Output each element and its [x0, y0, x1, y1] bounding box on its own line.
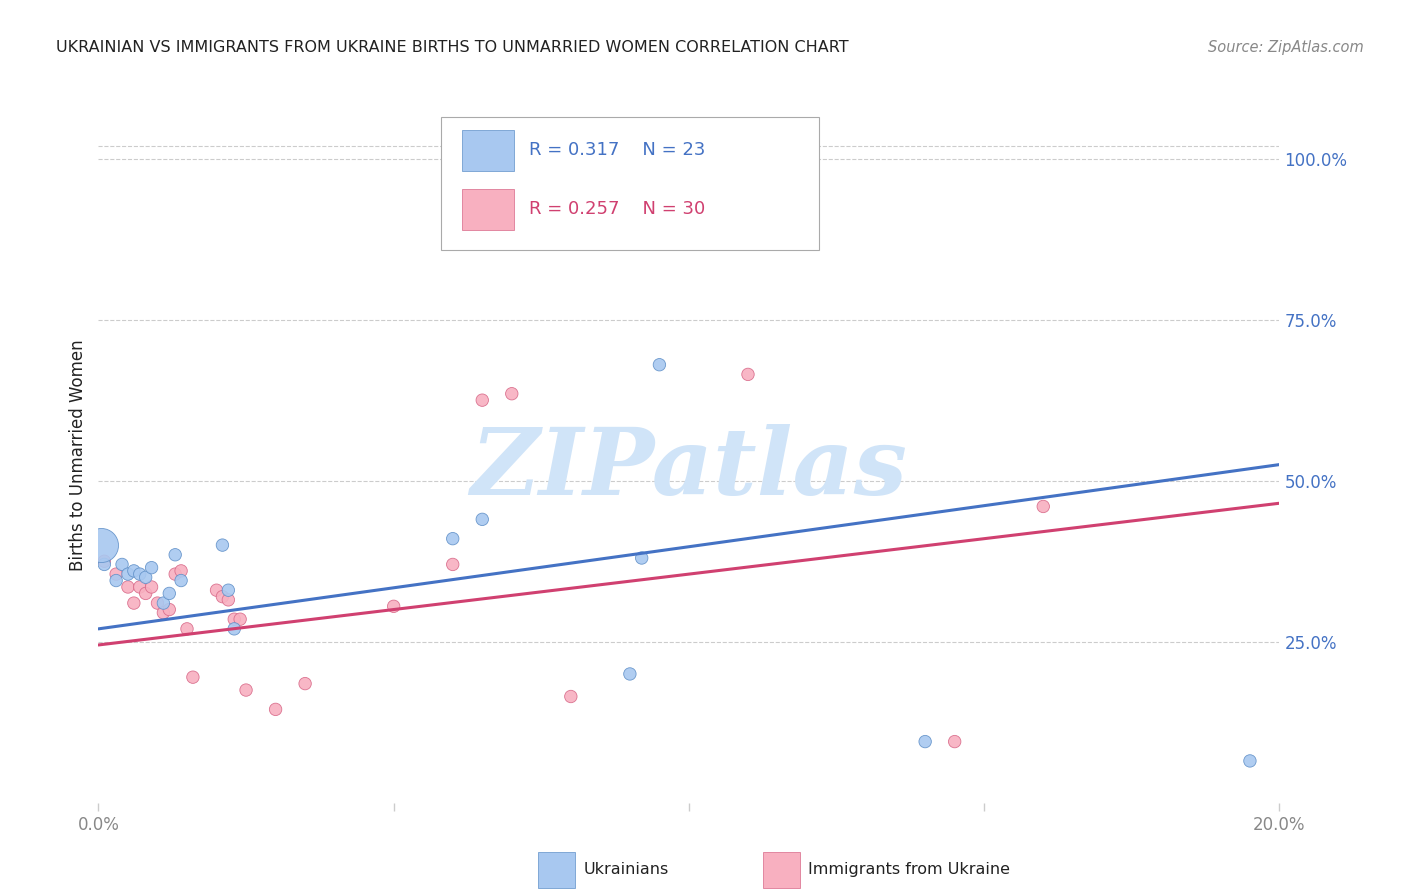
Point: [471, 512, 494, 526]
Point: [224, 612, 246, 626]
Point: [737, 368, 759, 382]
Point: [128, 567, 150, 582]
Point: [294, 676, 316, 690]
Point: [157, 586, 180, 600]
Point: [181, 670, 204, 684]
Point: [90, 538, 112, 552]
Text: Ukrainians: Ukrainians: [583, 863, 669, 877]
Point: [1032, 500, 1054, 514]
Point: [382, 599, 405, 614]
Point: [229, 612, 252, 626]
Point: [914, 734, 936, 748]
Point: [176, 622, 198, 636]
Point: [211, 590, 233, 604]
Point: [441, 558, 464, 572]
Text: Immigrants from Ukraine: Immigrants from Ukraine: [808, 863, 1011, 877]
Point: [211, 538, 233, 552]
Point: [105, 574, 128, 588]
Point: [165, 567, 187, 582]
Point: [152, 596, 174, 610]
Text: Source: ZipAtlas.com: Source: ZipAtlas.com: [1208, 40, 1364, 55]
Point: [93, 558, 115, 572]
Text: UKRAINIAN VS IMMIGRANTS FROM UKRAINE BIRTHS TO UNMARRIED WOMEN CORRELATION CHART: UKRAINIAN VS IMMIGRANTS FROM UKRAINE BIR…: [56, 40, 849, 55]
Point: [501, 386, 523, 401]
Point: [165, 548, 187, 562]
Point: [141, 560, 163, 574]
Point: [93, 554, 115, 568]
Point: [235, 683, 257, 698]
Point: [122, 564, 145, 578]
FancyBboxPatch shape: [463, 130, 515, 171]
Point: [122, 596, 145, 610]
Text: R = 0.257    N = 30: R = 0.257 N = 30: [530, 201, 706, 219]
FancyBboxPatch shape: [463, 189, 515, 230]
Point: [224, 622, 246, 636]
Point: [560, 690, 582, 704]
Point: [630, 551, 652, 566]
Y-axis label: Births to Unmarried Women: Births to Unmarried Women: [69, 339, 87, 571]
Point: [117, 567, 139, 582]
Point: [152, 606, 174, 620]
Point: [170, 564, 193, 578]
Point: [141, 580, 163, 594]
Point: [170, 574, 193, 588]
FancyBboxPatch shape: [441, 118, 818, 250]
Point: [1239, 754, 1261, 768]
Text: R = 0.317    N = 23: R = 0.317 N = 23: [530, 141, 706, 159]
Point: [157, 602, 180, 616]
Point: [205, 583, 228, 598]
Point: [648, 358, 671, 372]
Point: [217, 583, 239, 598]
Point: [589, 152, 612, 166]
Point: [441, 532, 464, 546]
Point: [105, 567, 128, 582]
Point: [117, 580, 139, 594]
Point: [135, 586, 157, 600]
Point: [943, 734, 966, 748]
Point: [619, 667, 641, 681]
Point: [146, 596, 169, 610]
Point: [111, 558, 134, 572]
Point: [471, 393, 494, 408]
Point: [217, 592, 239, 607]
Point: [128, 580, 150, 594]
Point: [264, 702, 287, 716]
Point: [135, 570, 157, 584]
Text: ZIPatlas: ZIPatlas: [471, 424, 907, 514]
